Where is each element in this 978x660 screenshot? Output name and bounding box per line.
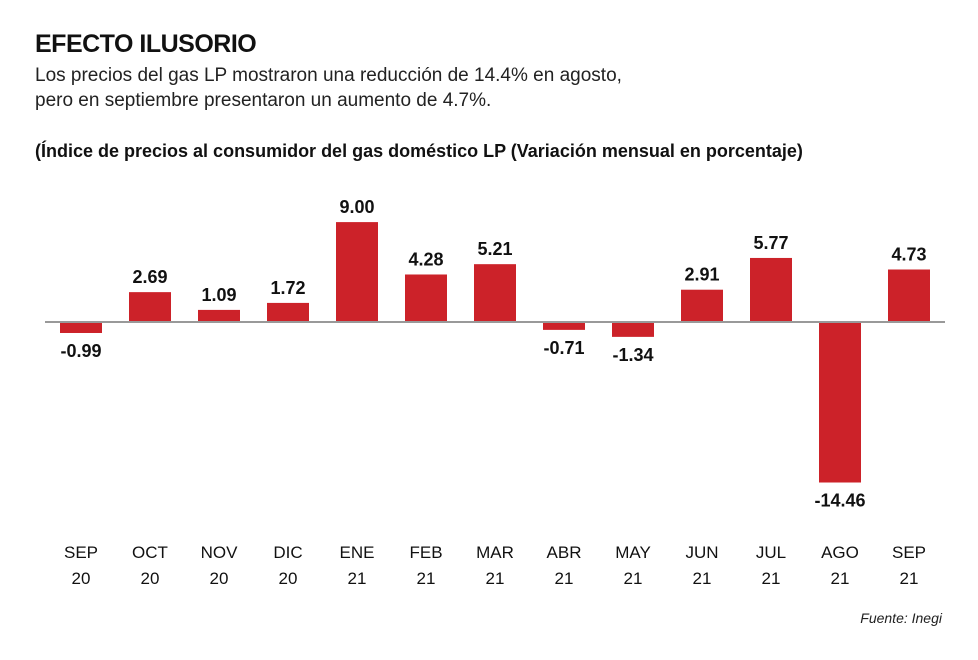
bar-value-label-7: -0.71 <box>543 338 584 358</box>
x-tick-month-8: MAY <box>615 543 651 562</box>
bar-5 <box>405 274 447 322</box>
chart-description-line-1: Los precios del gas LP mostraron una red… <box>35 65 622 86</box>
x-tick-year-11: 21 <box>831 569 850 588</box>
bar-value-label-0: -0.99 <box>60 341 101 361</box>
bar-0 <box>60 322 102 333</box>
x-tick-year-1: 20 <box>141 569 160 588</box>
bar-8 <box>612 322 654 337</box>
x-tick-year-6: 21 <box>486 569 505 588</box>
x-tick-year-10: 21 <box>762 569 781 588</box>
x-tick-month-10: JUL <box>756 543 786 562</box>
x-tick-year-12: 21 <box>900 569 919 588</box>
x-tick-year-7: 21 <box>555 569 574 588</box>
x-tick-month-1: OCT <box>132 543 168 562</box>
x-tick-month-9: JUN <box>685 543 718 562</box>
bar-12 <box>888 269 930 322</box>
bar-value-label-12: 4.73 <box>891 244 926 264</box>
x-tick-year-4: 21 <box>348 569 367 588</box>
x-tick-year-8: 21 <box>624 569 643 588</box>
bar-value-label-8: -1.34 <box>612 345 653 365</box>
x-tick-year-5: 21 <box>417 569 436 588</box>
x-tick-month-12: SEP <box>892 543 926 562</box>
bar-value-label-10: 5.77 <box>753 233 788 253</box>
bar-2 <box>198 309 240 322</box>
chart-description-line-2: pero en septiembre presentaron un aument… <box>35 90 492 111</box>
x-tick-year-2: 20 <box>210 569 229 588</box>
x-tick-month-11: AGO <box>821 543 859 562</box>
bar-value-label-4: 9.00 <box>339 197 374 217</box>
bar-3 <box>267 302 309 322</box>
bar-9 <box>681 289 723 322</box>
bar-10 <box>750 257 792 322</box>
x-tick-labels-group: SEP 20 OCT 20 NOV 20 DIC 20 ENE 21 FEB 21 MAR 21 ABR 21… <box>64 543 926 588</box>
bar-value-label-1: 2.69 <box>132 267 167 287</box>
bar-6 <box>474 264 516 322</box>
bar-11 <box>819 322 861 483</box>
x-tick-month-4: ENE <box>340 543 375 562</box>
value-labels-group: -0.99 2.69 1.09 1.72 9.00 4.28 5.21 -0.71 -1.34 2… <box>60 197 926 510</box>
source-note: Fuente: Inegi <box>860 610 942 626</box>
bar-value-label-3: 1.72 <box>270 278 305 298</box>
bar-value-label-11: -14.46 <box>814 491 865 511</box>
bar-value-label-9: 2.91 <box>684 265 719 285</box>
x-tick-month-6: MAR <box>476 543 514 562</box>
chart-subtitle: (Índice de precios al consumidor del gas… <box>35 141 803 161</box>
x-tick-month-2: NOV <box>201 543 239 562</box>
x-tick-month-3: DIC <box>273 543 302 562</box>
x-tick-month-0: SEP <box>64 543 98 562</box>
x-tick-month-5: FEB <box>409 543 442 562</box>
x-tick-month-7: ABR <box>547 543 582 562</box>
bars-group <box>60 222 930 483</box>
x-tick-year-0: 20 <box>72 569 91 588</box>
x-tick-year-9: 21 <box>693 569 712 588</box>
bar-value-label-2: 1.09 <box>201 285 236 305</box>
bar-value-label-6: 5.21 <box>477 239 512 259</box>
bar-4 <box>336 222 378 322</box>
bar-1 <box>129 292 171 322</box>
bar-7 <box>543 322 585 330</box>
chart-title: EFECTO ILUSORIO <box>35 30 257 58</box>
bar-value-label-5: 4.28 <box>408 249 443 269</box>
x-tick-year-3: 20 <box>279 569 298 588</box>
